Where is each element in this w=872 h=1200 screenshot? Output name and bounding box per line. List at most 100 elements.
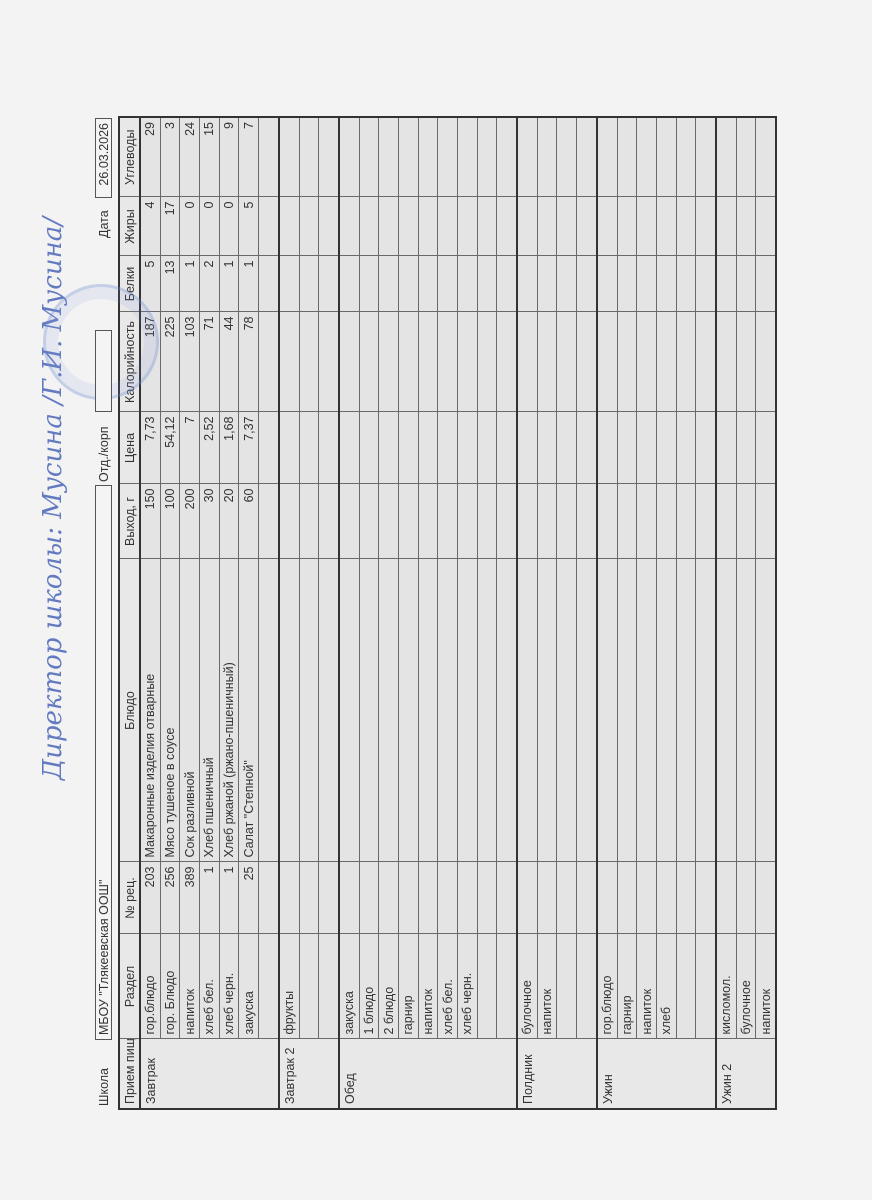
column-header-price: Цена <box>119 412 140 484</box>
column-header-meal: Прием пищи <box>119 1039 140 1109</box>
section-cell: напиток <box>636 934 657 1039</box>
section-cell: напиток <box>179 934 200 1039</box>
table-row: 1 блюдо <box>359 117 379 1109</box>
protein-cell <box>596 256 617 312</box>
table-row: Завтрак гор.блюдо 203 Макаронные изделия от… <box>140 117 279 1109</box>
header-row: Прием пищи Раздел № рец. Блюдо Выход, г Цена К… <box>119 117 140 1109</box>
carbs-cell <box>457 117 478 197</box>
dish-cell <box>318 559 339 862</box>
recipe-number-cell <box>715 862 737 934</box>
table-row: напиток <box>636 117 657 1109</box>
protein-cell: 13 <box>160 256 180 312</box>
protein-cell <box>755 256 776 312</box>
fat-cell <box>736 197 756 256</box>
table-row: Ужин гор.блюдо <box>596 117 716 1109</box>
carbs-cell <box>477 117 497 197</box>
protein-cell <box>636 256 657 312</box>
yield-cell <box>378 484 399 559</box>
carbs-cell <box>398 117 419 197</box>
fat-cell <box>715 197 737 256</box>
yield-cell <box>477 484 497 559</box>
recipe-number-cell: 1 <box>219 862 239 934</box>
price-cell <box>299 412 319 484</box>
price-cell: 7 <box>179 412 200 484</box>
carbs-cell: 3 <box>160 117 180 197</box>
section-cell: хлеб черн. <box>219 934 239 1039</box>
carbs-cell: 9 <box>219 117 239 197</box>
recipe-number-cell <box>477 862 497 934</box>
price-cell <box>596 412 617 484</box>
section-cell <box>299 934 319 1039</box>
table-row: гарнир <box>617 117 637 1109</box>
dish-cell <box>496 559 518 862</box>
protein-cell <box>617 256 637 312</box>
calories-cell <box>636 312 657 412</box>
price-cell <box>695 412 716 484</box>
dish-cell <box>299 559 319 862</box>
protein-cell <box>496 256 518 312</box>
yield-cell <box>398 484 419 559</box>
table-row <box>477 117 497 1109</box>
fat-cell <box>636 197 657 256</box>
recipe-number-cell <box>755 862 776 934</box>
price-cell <box>258 412 279 484</box>
dish-cell <box>755 559 776 862</box>
table-row <box>556 117 577 1109</box>
fat-cell: 4 <box>140 197 161 256</box>
carbs-cell <box>537 117 557 197</box>
table-row: Обед закуска <box>338 117 518 1109</box>
recipe-number-cell <box>636 862 657 934</box>
calories-cell: 71 <box>199 312 220 412</box>
dish-cell <box>715 559 737 862</box>
recipe-number-cell: 256 <box>160 862 180 934</box>
section-cell: кисломол. <box>715 934 737 1039</box>
price-cell <box>338 412 360 484</box>
calories-cell: 225 <box>160 312 180 412</box>
section-cell: булочное <box>517 934 538 1039</box>
protein-cell <box>437 256 458 312</box>
yield-cell <box>736 484 756 559</box>
protein-cell: 1 <box>179 256 200 312</box>
yield-cell <box>457 484 478 559</box>
dish-cell <box>517 559 538 862</box>
price-cell <box>755 412 776 484</box>
meal-cell: Завтрак <box>140 1039 279 1109</box>
carbs-cell <box>278 117 299 197</box>
table-row: гарнир <box>398 117 419 1109</box>
table-row: напиток <box>537 117 557 1109</box>
table-row <box>299 117 319 1109</box>
dish-cell <box>695 559 716 862</box>
yield-cell <box>656 484 677 559</box>
dish-cell: Мясо тушеное в соусе <box>160 559 180 862</box>
dish-cell <box>656 559 677 862</box>
fat-cell <box>398 197 419 256</box>
price-cell <box>318 412 339 484</box>
section-cell: хлеб бел. <box>199 934 220 1039</box>
price-cell <box>537 412 557 484</box>
recipe-number-cell <box>378 862 399 934</box>
recipe-number-cell <box>437 862 458 934</box>
recipe-number-cell: 203 <box>140 862 161 934</box>
yield-cell <box>676 484 696 559</box>
calories-cell <box>556 312 577 412</box>
carbs-cell <box>736 117 756 197</box>
dish-cell <box>378 559 399 862</box>
fat-cell: 0 <box>199 197 220 256</box>
price-cell <box>715 412 737 484</box>
section-cell <box>496 934 518 1039</box>
section-cell: 1 блюдо <box>359 934 379 1039</box>
price-cell <box>517 412 538 484</box>
dish-cell <box>617 559 637 862</box>
carbs-cell <box>755 117 776 197</box>
protein-cell <box>576 256 597 312</box>
carbs-cell <box>517 117 538 197</box>
yield-cell <box>576 484 597 559</box>
protein-cell <box>398 256 419 312</box>
section-cell: гарнир <box>398 934 419 1039</box>
yield-cell <box>338 484 360 559</box>
price-cell <box>437 412 458 484</box>
recipe-number-cell <box>496 862 518 934</box>
section-cell: гор. Блюдо <box>160 934 180 1039</box>
calories-cell <box>656 312 677 412</box>
recipe-number-cell <box>617 862 637 934</box>
